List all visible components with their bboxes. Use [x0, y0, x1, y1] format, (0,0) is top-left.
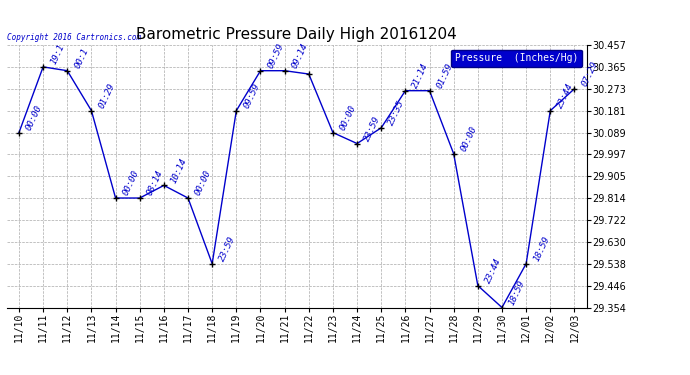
Text: Copyright 2016 Cartronics.com: Copyright 2016 Cartronics.com: [7, 33, 141, 42]
Text: 23:44: 23:44: [484, 256, 503, 285]
Text: 01:29: 01:29: [97, 82, 117, 110]
Text: 00:00: 00:00: [460, 125, 479, 153]
Text: 21:14: 21:14: [411, 62, 431, 90]
Text: 23:35: 23:35: [387, 99, 406, 127]
Title: Barometric Pressure Daily High 20161204: Barometric Pressure Daily High 20161204: [137, 27, 457, 42]
Text: 07:29: 07:29: [580, 60, 600, 88]
Text: 00:00: 00:00: [339, 104, 358, 132]
Text: 00:00: 00:00: [194, 169, 213, 197]
Text: 00:1: 00:1: [73, 46, 90, 70]
Text: 00:00: 00:00: [25, 104, 44, 132]
Text: 19:1: 19:1: [49, 43, 66, 66]
Text: 01:59: 01:59: [435, 62, 455, 90]
Text: 23:59: 23:59: [218, 235, 237, 263]
Legend: Pressure  (Inches/Hg): Pressure (Inches/Hg): [451, 50, 582, 67]
Text: 18:59: 18:59: [508, 279, 527, 307]
Text: 23:44: 23:44: [556, 82, 575, 110]
Text: 09:59: 09:59: [242, 82, 262, 110]
Text: 18:59: 18:59: [532, 235, 551, 263]
Text: 10:14: 10:14: [170, 156, 189, 184]
Text: 09:59: 09:59: [266, 42, 286, 70]
Text: 23:59: 23:59: [363, 115, 382, 143]
Text: 09:14: 09:14: [290, 42, 310, 70]
Text: 00:00: 00:00: [121, 169, 141, 197]
Text: 08:14: 08:14: [146, 169, 165, 197]
